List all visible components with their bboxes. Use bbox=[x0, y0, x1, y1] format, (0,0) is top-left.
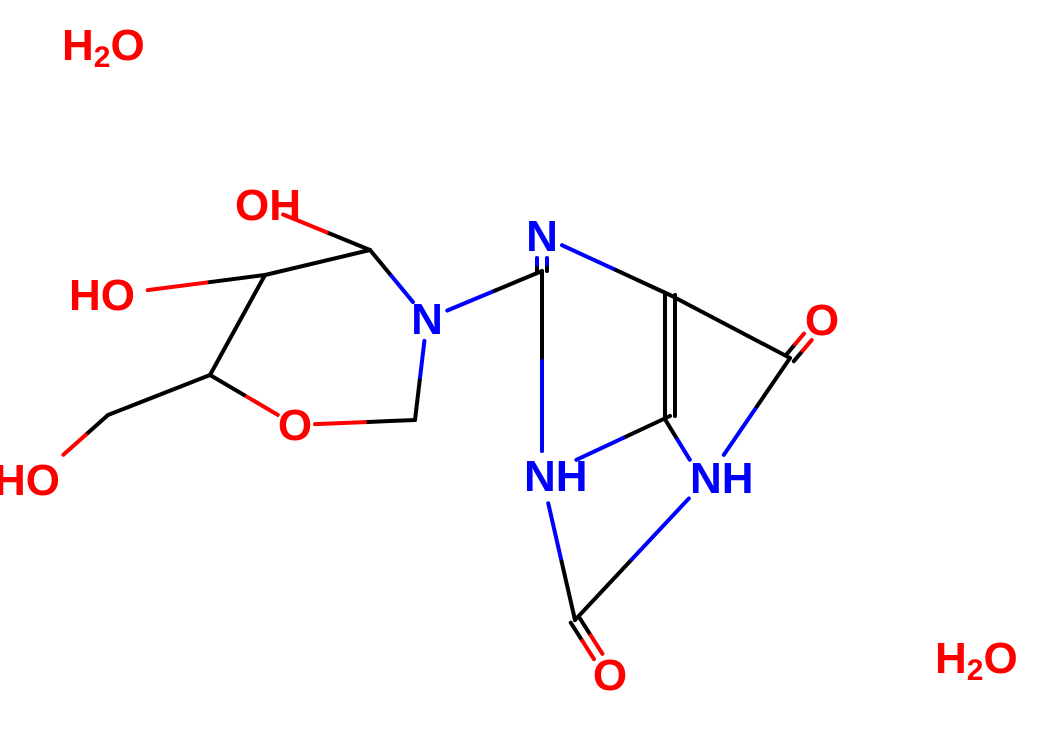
atom-label-n1: N bbox=[411, 295, 443, 344]
atom-label-o15: HO bbox=[0, 456, 60, 505]
atom-label-o12: HO bbox=[69, 271, 135, 320]
atom-label-n6: NH bbox=[524, 452, 588, 501]
atom-label-o11: O bbox=[278, 401, 312, 450]
atom-label-n3: N bbox=[526, 212, 558, 261]
atom-label-o13: OH bbox=[235, 181, 301, 230]
atom-label-o7: O bbox=[593, 651, 627, 700]
atom-label-n8: NH bbox=[690, 454, 754, 503]
water-label: H2O bbox=[62, 21, 145, 74]
molecule-diagram: N N NH NH O O O HO OH HO H2O H2O bbox=[0, 0, 1056, 739]
water-label: H2O bbox=[935, 634, 1018, 687]
atom-label-o9: O bbox=[805, 296, 839, 345]
